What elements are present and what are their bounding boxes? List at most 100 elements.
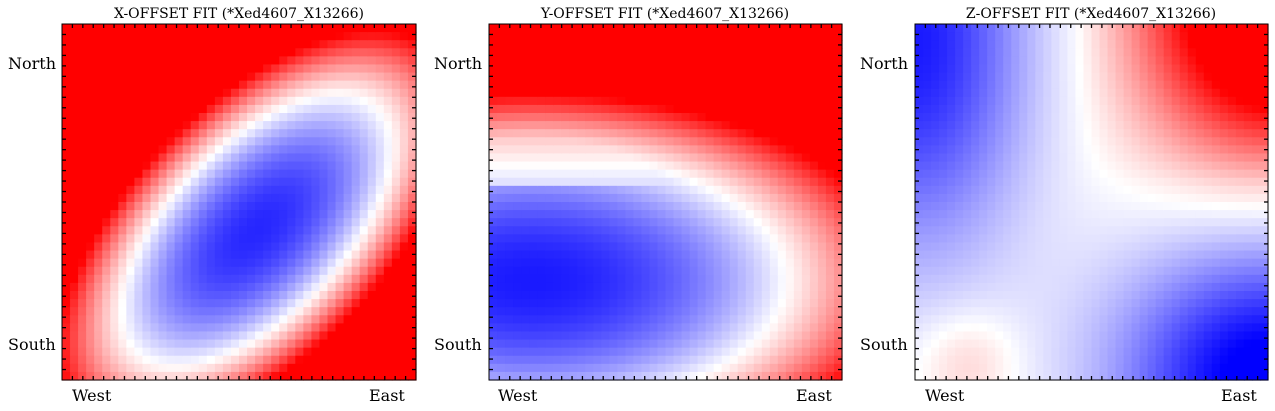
heatmap-cell [239, 331, 248, 341]
heatmap-cell [923, 234, 932, 244]
heatmap-cell [407, 355, 417, 365]
heatmap-cell [375, 202, 385, 211]
heatmap-cell [785, 145, 795, 155]
heatmap-cell [761, 210, 771, 219]
heatmap-cell [825, 72, 835, 82]
heatmap-cell [1011, 307, 1020, 316]
heatmap-cell [617, 32, 626, 41]
heatmap-cell [601, 210, 610, 219]
heatmap-cell [955, 331, 964, 341]
heatmap-cell [697, 202, 707, 211]
heatmap-cell [729, 177, 739, 187]
heatmap-cell [521, 96, 530, 106]
heatmap-cell [230, 299, 240, 308]
heatmap-cell [150, 88, 160, 98]
heatmap-cell [190, 161, 200, 171]
heatmap-cell [971, 24, 980, 33]
heatmap-cell [247, 64, 256, 74]
heatmap-cell [62, 315, 71, 324]
heatmap-cell [1051, 331, 1061, 341]
heatmap-cell [343, 234, 353, 244]
heatmap-cell [295, 72, 304, 82]
heatmap-cell [62, 169, 71, 179]
heatmap-cell [665, 161, 675, 171]
heatmap-cell [78, 234, 87, 244]
heatmap-cell [681, 234, 691, 244]
heatmap-cell [335, 347, 345, 357]
heatmap-cell [513, 307, 522, 316]
heatmap-cell [134, 307, 144, 316]
heatmap-cell [102, 32, 111, 41]
heatmap-cell [1019, 363, 1028, 373]
heatmap-cell [343, 121, 353, 130]
heatmap-cell [70, 56, 79, 66]
heatmap-cell [681, 48, 691, 57]
heatmap-cell [62, 64, 71, 74]
heatmap-cell [110, 129, 119, 138]
heatmap-cell [351, 339, 361, 349]
heatmap-cell [247, 129, 256, 138]
heatmap-cell [923, 218, 932, 227]
heatmap-cell [753, 331, 763, 341]
heatmap-cell [963, 258, 972, 268]
heatmap-cell [110, 145, 119, 155]
heatmap-cell [657, 129, 667, 138]
heatmap-cell [489, 226, 498, 235]
heatmap-cell [793, 218, 803, 227]
heatmap-cell [737, 177, 747, 187]
heatmap-cell [247, 242, 256, 252]
heatmap-cell [206, 104, 216, 114]
heatmap-cell [359, 363, 369, 373]
heatmap-cell [118, 234, 127, 244]
heatmap-cell [955, 153, 964, 163]
heatmap-cell [601, 185, 610, 195]
heatmap-cell [1027, 202, 1036, 211]
heatmap-cell [247, 315, 256, 324]
heatmap-cell [633, 371, 643, 381]
heatmap-cell [705, 331, 715, 341]
heatmap-cell [561, 153, 570, 163]
heatmap-cell [166, 266, 176, 276]
heatmap-cell [118, 371, 127, 381]
heatmap-cell [166, 185, 176, 195]
heatmap-cell [785, 48, 795, 57]
heatmap-cell [689, 177, 699, 187]
heatmap-cell [230, 24, 240, 33]
heatmap-cell [513, 169, 522, 179]
heatmap-cell [705, 137, 715, 146]
heatmap-cell [206, 331, 216, 341]
heatmap-cell [689, 210, 699, 219]
heatmap-cell [134, 185, 144, 195]
heatmap-cell [761, 32, 771, 41]
heatmap-cell [681, 242, 691, 252]
heatmap-cell [825, 56, 835, 66]
heatmap-cell [825, 347, 835, 357]
heatmap-cell [295, 32, 304, 41]
heatmap-cell [649, 56, 659, 66]
heatmap-cell [399, 218, 409, 227]
heatmap-cell [809, 258, 819, 268]
heatmap-cell [287, 80, 296, 90]
heatmap-cell [505, 64, 514, 74]
heatmap-cell [383, 282, 393, 292]
heatmap-cell [995, 347, 1004, 357]
heatmap-cell [255, 226, 264, 235]
heatmap-cell [255, 307, 264, 316]
heatmap-cell [689, 347, 699, 357]
heatmap-cell [705, 218, 715, 227]
heatmap-cell [110, 24, 119, 33]
heatmap-cell [1003, 88, 1012, 98]
heatmap-cell [963, 210, 972, 219]
heatmap-cell [126, 72, 136, 82]
heatmap-cell [86, 161, 95, 171]
heatmap-cell [641, 347, 651, 357]
heatmap-cell [182, 307, 192, 316]
heatmap-cell [673, 145, 683, 155]
heatmap-cell [110, 339, 119, 349]
heatmap-cell [769, 56, 779, 66]
heatmap-cell [753, 161, 763, 171]
heatmap-cell [825, 299, 835, 308]
heatmap-cell [295, 193, 304, 203]
heatmap-cell [134, 104, 144, 114]
heatmap-cell [537, 48, 546, 57]
